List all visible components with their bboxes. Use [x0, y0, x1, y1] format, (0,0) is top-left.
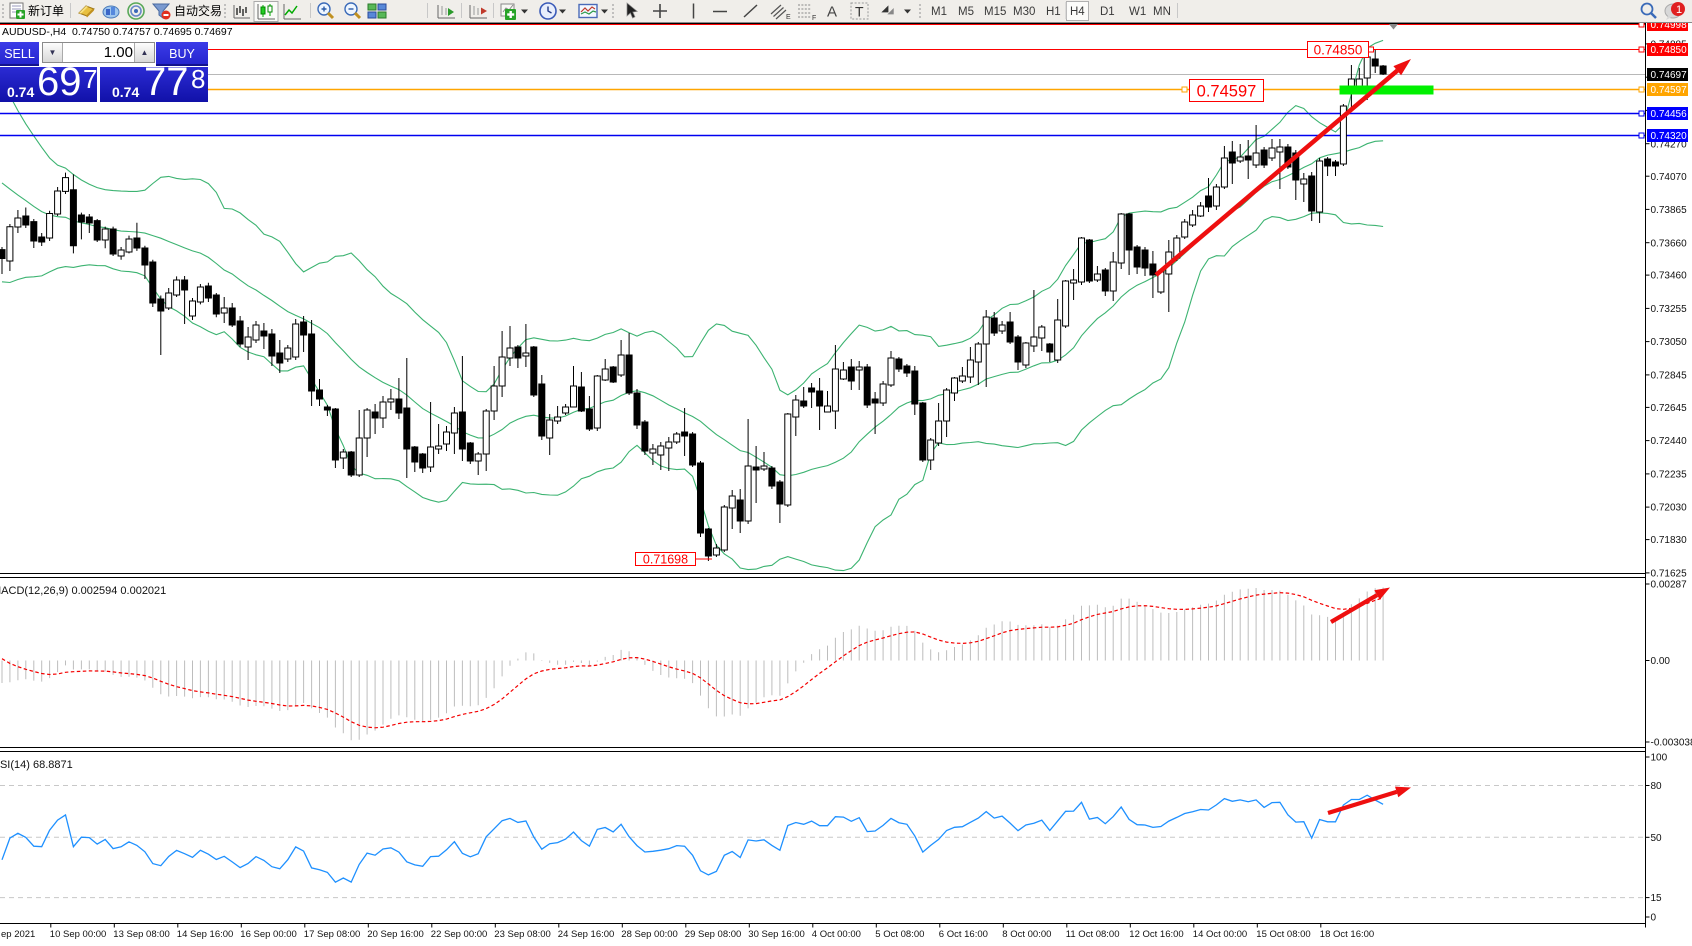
svg-text:1: 1 — [1676, 4, 1682, 16]
svg-text:0.71830: 0.71830 — [1651, 535, 1688, 546]
svg-text:W1: W1 — [1129, 6, 1146, 18]
svg-text:11 Oct 08:00: 11 Oct 08:00 — [1066, 929, 1120, 940]
svg-text:RSI(14) 68.8871: RSI(14) 68.8871 — [0, 759, 73, 771]
svg-text:13 Sep 08:00: 13 Sep 08:00 — [113, 929, 170, 940]
svg-text:D1: D1 — [1100, 6, 1115, 18]
svg-text:0.74456: 0.74456 — [1651, 109, 1688, 120]
svg-text:0.00: 0.00 — [1651, 656, 1671, 667]
svg-text:T: T — [855, 4, 864, 20]
svg-text:-0.003038: -0.003038 — [1651, 738, 1692, 749]
svg-text:0.73865: 0.73865 — [1651, 205, 1688, 216]
svg-text:0.73660: 0.73660 — [1651, 238, 1688, 249]
svg-text:M30: M30 — [1013, 6, 1035, 18]
svg-text:0.72845: 0.72845 — [1651, 371, 1688, 382]
svg-text:0.73255: 0.73255 — [1651, 304, 1688, 315]
svg-text:A: A — [827, 4, 837, 21]
svg-text:0.74070: 0.74070 — [1651, 172, 1688, 183]
svg-text:AUDUSD-,H4 0.74750 0.74757 0.: AUDUSD-,H4 0.74750 0.74757 0.74695 0.746… — [2, 26, 233, 38]
svg-text:0.73460: 0.73460 — [1651, 271, 1688, 282]
svg-text:M1: M1 — [931, 6, 947, 18]
svg-text:18 Oct 16:00: 18 Oct 16:00 — [1320, 929, 1374, 940]
svg-text:30 Sep 16:00: 30 Sep 16:00 — [748, 929, 805, 940]
svg-text:0: 0 — [1651, 913, 1657, 924]
svg-text:50: 50 — [1651, 833, 1663, 844]
svg-text:22 Sep 00:00: 22 Sep 00:00 — [431, 929, 488, 940]
svg-text:M15: M15 — [984, 6, 1006, 18]
svg-text:ep 2021: ep 2021 — [1, 929, 35, 940]
svg-text:17 Sep 08:00: 17 Sep 08:00 — [304, 929, 361, 940]
svg-text:M5: M5 — [958, 6, 974, 18]
svg-text:F: F — [812, 15, 816, 22]
svg-text:24 Sep 16:00: 24 Sep 16:00 — [558, 929, 615, 940]
svg-text:28 Sep 00:00: 28 Sep 00:00 — [621, 929, 678, 940]
svg-text:23 Sep 08:00: 23 Sep 08:00 — [494, 929, 551, 940]
svg-text:0.74597: 0.74597 — [1197, 82, 1257, 100]
svg-text:100: 100 — [1651, 753, 1668, 764]
svg-text:H4: H4 — [1070, 6, 1085, 18]
svg-text:0.74850: 0.74850 — [1314, 42, 1363, 57]
svg-text:0.72645: 0.72645 — [1651, 403, 1688, 414]
svg-text:0.71698: 0.71698 — [643, 553, 688, 567]
svg-text:MN: MN — [1153, 6, 1171, 18]
svg-text:14 Oct 00:00: 14 Oct 00:00 — [1193, 929, 1247, 940]
svg-text:5 Oct 08:00: 5 Oct 08:00 — [875, 929, 924, 940]
svg-text:新订单: 新订单 — [28, 3, 64, 18]
svg-text:12 Oct 16:00: 12 Oct 16:00 — [1129, 929, 1183, 940]
svg-text:15 Oct 08:00: 15 Oct 08:00 — [1256, 929, 1310, 940]
svg-text:0.71625: 0.71625 — [1651, 569, 1688, 580]
svg-text:20 Sep 16:00: 20 Sep 16:00 — [367, 929, 424, 940]
svg-text:15: 15 — [1651, 893, 1663, 904]
svg-text:0.73050: 0.73050 — [1651, 337, 1688, 348]
svg-text:16 Sep 00:00: 16 Sep 00:00 — [240, 929, 297, 940]
svg-text:0.72030: 0.72030 — [1651, 503, 1688, 514]
svg-text:10 Sep 00:00: 10 Sep 00:00 — [50, 929, 107, 940]
svg-text:0.74850: 0.74850 — [1651, 45, 1688, 56]
svg-text:0.00287: 0.00287 — [1651, 580, 1688, 591]
svg-text:0.74697: 0.74697 — [1651, 70, 1688, 81]
svg-text:0.74320: 0.74320 — [1651, 131, 1688, 142]
svg-text:MACD(12,26,9) 0.002594 0.00202: MACD(12,26,9) 0.002594 0.002021 — [0, 585, 166, 597]
svg-text:14 Sep 16:00: 14 Sep 16:00 — [177, 929, 234, 940]
svg-text:0.72440: 0.72440 — [1651, 436, 1688, 447]
svg-text:E: E — [786, 14, 791, 21]
svg-text:0.74597: 0.74597 — [1651, 85, 1688, 96]
svg-text:自动交易: 自动交易 — [174, 3, 222, 18]
svg-text:H1: H1 — [1046, 6, 1061, 18]
svg-text:4 Oct 00:00: 4 Oct 00:00 — [812, 929, 861, 940]
svg-text:80: 80 — [1651, 781, 1663, 792]
svg-text:29 Sep 08:00: 29 Sep 08:00 — [685, 929, 742, 940]
svg-text:8 Oct 00:00: 8 Oct 00:00 — [1002, 929, 1051, 940]
svg-text:6 Oct 16:00: 6 Oct 16:00 — [939, 929, 988, 940]
svg-text:0.72235: 0.72235 — [1651, 470, 1688, 481]
